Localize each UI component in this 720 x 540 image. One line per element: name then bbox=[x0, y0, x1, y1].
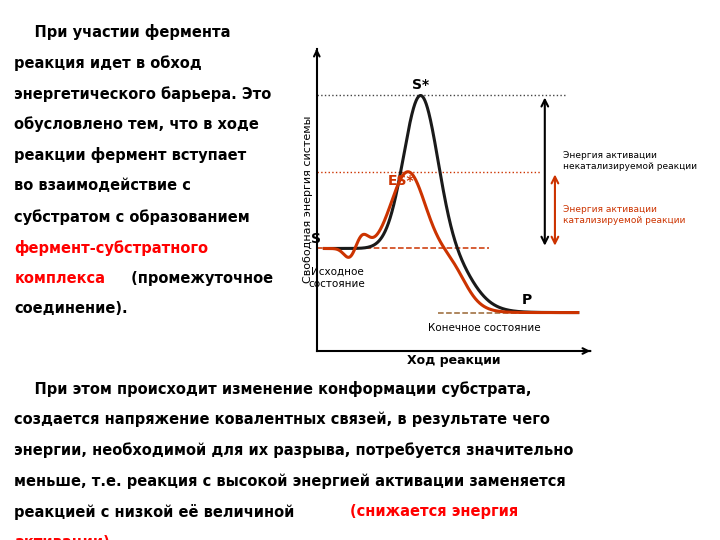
Text: Энергия активации
катализируемой реакции: Энергия активации катализируемой реакции bbox=[562, 205, 685, 225]
Text: фермент-субстратного: фермент-субстратного bbox=[14, 240, 208, 256]
Text: во взаимодействие с: во взаимодействие с bbox=[14, 178, 192, 193]
Text: (промежуточное: (промежуточное bbox=[126, 271, 273, 286]
X-axis label: Ход реакции: Ход реакции bbox=[407, 354, 500, 367]
Text: (снижается энергия: (снижается энергия bbox=[350, 504, 518, 519]
Text: реакцией с низкой её величиной: реакцией с низкой её величиной bbox=[14, 504, 305, 520]
Text: Энергия активации
некатализируемой реакции: Энергия активации некатализируемой реакц… bbox=[562, 151, 696, 171]
Text: активации).: активации). bbox=[14, 535, 116, 540]
Text: энергетического барьера. Это: энергетического барьера. Это bbox=[14, 86, 271, 102]
Y-axis label: Свободная энергия системы: Свободная энергия системы bbox=[302, 116, 312, 284]
Text: комплекса: комплекса bbox=[14, 271, 105, 286]
Text: реакции фермент вступает: реакции фермент вступает bbox=[14, 147, 247, 164]
Text: реакция идет в обход: реакция идет в обход bbox=[14, 55, 202, 71]
Text: создается напряжение ковалентных связей, в результате чего: создается напряжение ковалентных связей,… bbox=[14, 411, 550, 427]
Text: P: P bbox=[522, 293, 532, 307]
Text: При этом происходит изменение конформации субстрата,: При этом происходит изменение конформаци… bbox=[14, 381, 532, 397]
Text: субстратом с образованием: субстратом с образованием bbox=[14, 209, 250, 225]
Text: S: S bbox=[310, 232, 320, 246]
Text: Исходное
состояние: Исходное состояние bbox=[309, 266, 366, 289]
Text: меньше, т.е. реакция с высокой энергией активации заменяется: меньше, т.е. реакция с высокой энергией … bbox=[14, 473, 566, 489]
Text: ES*: ES* bbox=[388, 174, 414, 188]
Text: соединение).: соединение). bbox=[14, 301, 128, 316]
Text: S*: S* bbox=[412, 78, 429, 92]
Text: Конечное состояние: Конечное состояние bbox=[428, 323, 540, 333]
Text: энергии, необходимой для их разрыва, потребуется значительно: энергии, необходимой для их разрыва, пот… bbox=[14, 442, 574, 458]
Text: При участии фермента: При участии фермента bbox=[14, 24, 231, 40]
Text: обусловлено тем, что в ходе: обусловлено тем, что в ходе bbox=[14, 117, 259, 132]
